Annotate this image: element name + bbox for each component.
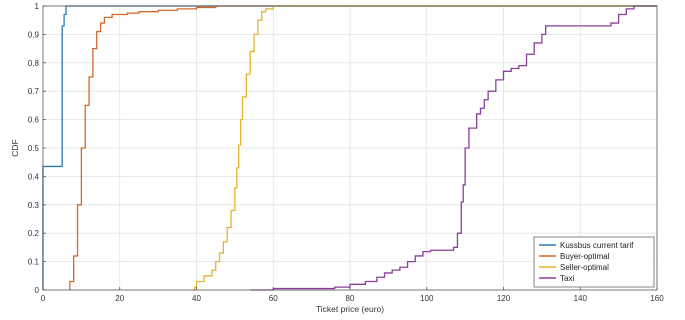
y-tick-label: 0 — [35, 286, 40, 295]
legend-entry-label: Seller-optimal — [560, 263, 609, 272]
y-axis-label: CDF — [10, 139, 20, 156]
x-tick-label: 160 — [650, 294, 664, 303]
legend-entry-label: Taxi — [560, 274, 574, 283]
x-tick-label: 60 — [269, 294, 278, 303]
x-tick-label: 120 — [497, 294, 511, 303]
series-lines — [42, 5, 657, 291]
x-tick-label: 100 — [420, 294, 434, 303]
y-tick-label: 0.4 — [28, 172, 40, 181]
x-axis-label: Ticket price (euro) — [316, 304, 384, 314]
legend: Kussbus current tarif Buyer-optimal Seller… — [533, 236, 655, 288]
series-line-taxi — [250, 5, 657, 291]
y-tick-label: 0.6 — [28, 116, 40, 125]
series-line-kussbus-current-tarif — [42, 5, 657, 290]
y-tick-label: 0.2 — [28, 229, 40, 238]
axis-ticks: 0 20 40 60 80 100 120 140 160 0 0.1 0.2 0.3 0.4 0.5 0.6… — [28, 2, 664, 303]
y-tick-label: 0.1 — [28, 258, 40, 267]
series-line-seller-optimal — [192, 5, 657, 291]
y-tick-label: 0.8 — [28, 59, 40, 68]
x-tick-label: 0 — [41, 294, 46, 303]
x-tick-label: 20 — [115, 294, 124, 303]
x-tick-label: 140 — [574, 294, 588, 303]
y-tick-label: 0.9 — [28, 30, 40, 39]
grid-lines — [43, 6, 657, 290]
series-line-buyer-optimal — [69, 5, 657, 290]
legend-entry-label: Buyer-optimal — [560, 252, 610, 261]
y-tick-label: 1 — [35, 2, 40, 11]
y-tick-label: 0.7 — [28, 87, 40, 96]
legend-entry-label: Kussbus current tarif — [560, 241, 634, 250]
x-tick-label: 40 — [192, 294, 201, 303]
x-tick-label: 80 — [346, 294, 355, 303]
y-tick-label: 0.5 — [28, 144, 40, 153]
y-tick-label: 0.3 — [28, 201, 40, 210]
